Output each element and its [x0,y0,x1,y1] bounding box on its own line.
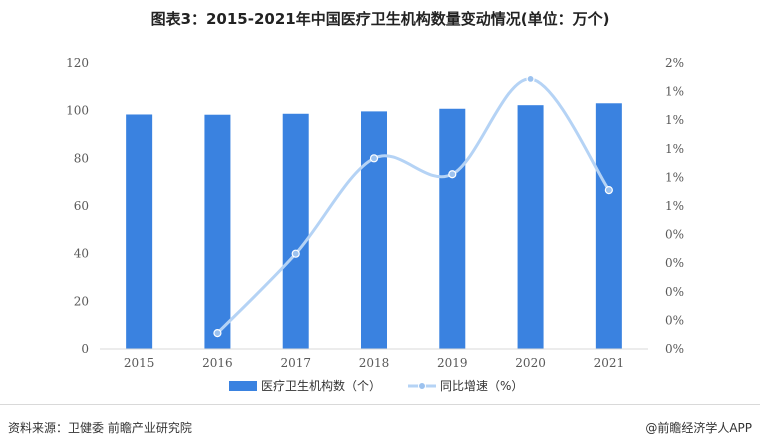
y-right-tick-label: 1% [665,199,684,213]
y-left-tick-label: 0 [81,342,89,356]
y-right-tick-label: 0% [665,256,684,270]
legend-bar-swatch [229,381,257,391]
y-left-tick-label: 100 [66,104,89,118]
source-note: 资料来源：卫健委 前瞻产业研究院 [8,421,192,435]
bar-2021 [595,103,622,349]
legend-line-label: 同比增速（%） [440,379,523,393]
legend-bar-label: 医疗卫生机构数（个） [261,378,381,393]
y-right-tick-label: 1% [665,113,684,127]
x-tick-label: 2017 [280,356,311,370]
y-left-tick-label: 20 [74,294,89,308]
y-right-tick-label: 1% [665,170,684,184]
chart-area: 2015 2016 2017 2018 2019 2020 2021 0 20 40 60 80 10… [66,56,684,393]
bar-2020 [517,105,544,349]
x-axis: 2015 2016 2017 2018 2019 2020 2021 [100,348,648,370]
x-tick-label: 2021 [594,356,625,370]
y-right-tick-label: 1% [665,142,684,156]
y-left-tick-label: 120 [66,56,89,70]
y-right-tick-label: 0% [665,313,684,327]
line-series [213,74,613,338]
y-right-tick-label: 0% [665,342,684,356]
growth-rate-point [448,170,457,179]
y-left-tick-label: 80 [74,151,89,165]
growth-rate-point [526,74,535,83]
growth-rate-point [604,186,613,195]
bar-2019 [439,108,466,349]
y-left-tick-label: 60 [74,199,89,213]
y-right-tick-label: 2% [665,56,684,70]
x-tick-label: 2019 [437,356,468,370]
y-axis-left: 0 20 40 60 80 100 120 [66,56,89,356]
x-tick-label: 2018 [359,356,390,370]
y-right-tick-label: 1% [665,85,684,99]
brand-credit: @前瞻经济学人APP [645,421,752,435]
growth-rate-point [369,154,379,163]
bar-2017 [282,113,309,349]
y-axis-right: 0% 0% 0% 0% 0% 1% 1% 1% 1% 1% 2% [665,56,684,356]
footer: 资料来源：卫健委 前瞻产业研究院 @前瞻经济学人APP [0,404,760,446]
growth-rate-line [216,77,611,335]
y-left-tick-label: 40 [74,247,89,261]
bar-2016 [204,114,231,350]
legend: 医疗卫生机构数（个） 同比增速（%） [229,378,523,393]
bar-series [126,103,622,350]
y-right-tick-label: 0% [665,228,684,242]
y-right-tick-label: 0% [665,285,684,299]
legend-line-marker [418,382,426,390]
chart-title: 图表3：2015-2021年中国医疗卫生机构数量变动情况(单位：万个) [150,10,610,28]
growth-rate-point [213,329,222,338]
x-tick-label: 2020 [515,356,546,370]
x-tick-label: 2015 [124,356,155,370]
x-tick-label: 2016 [202,356,233,370]
bar-2018 [361,111,387,349]
bar-2015 [126,114,153,349]
growth-rate-point [291,249,300,258]
